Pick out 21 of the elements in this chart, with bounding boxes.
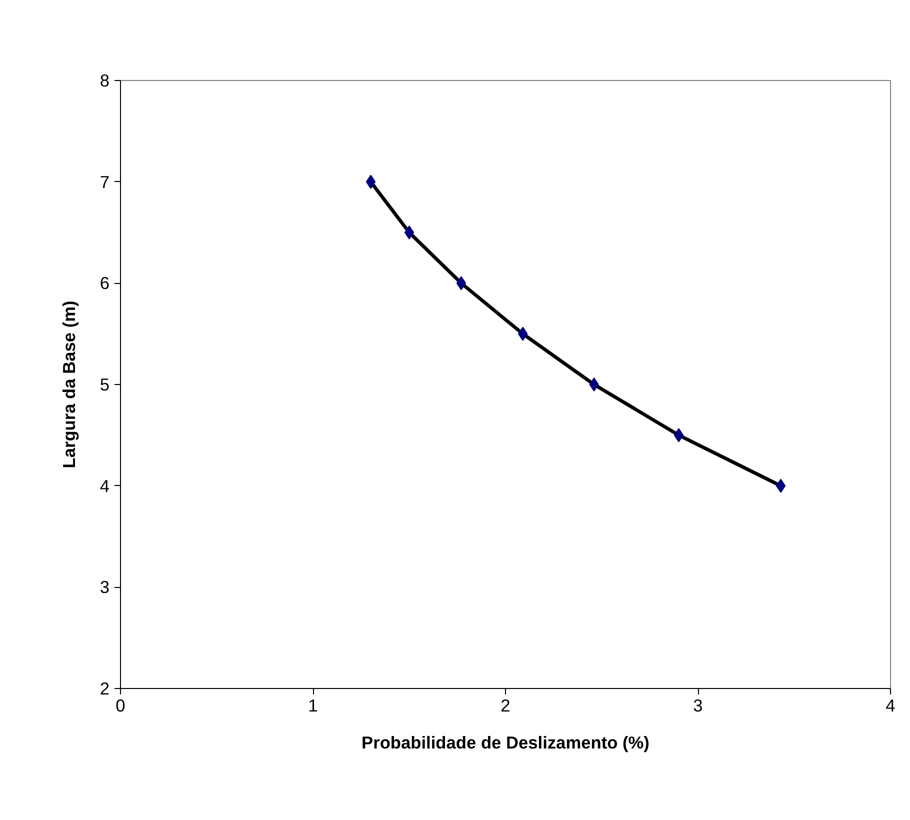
y-axis-title: Largura da Base (m) bbox=[58, 300, 79, 468]
y-tick-label: 2 bbox=[100, 678, 110, 698]
x-tick-label: 2 bbox=[500, 696, 510, 716]
point bbox=[589, 378, 599, 392]
point bbox=[518, 326, 528, 341]
y-tick-label: 3 bbox=[100, 577, 110, 598]
x-tick-label: 0 bbox=[116, 696, 126, 716]
x-tick-label: 4 bbox=[886, 696, 896, 716]
y-tick-label: 5 bbox=[100, 374, 110, 394]
y-tick-label: 4 bbox=[100, 476, 110, 496]
point bbox=[366, 174, 376, 189]
y-tick-label: 6 bbox=[100, 273, 110, 294]
point bbox=[776, 478, 786, 493]
point bbox=[674, 428, 684, 442]
point bbox=[456, 276, 466, 290]
point bbox=[404, 226, 414, 240]
y-tick-label: 8 bbox=[100, 70, 110, 90]
x-tick-label: 3 bbox=[693, 696, 703, 716]
y-tick-label: 7 bbox=[100, 172, 110, 192]
x-axis-title: Probabilidade de Deslizamento (%) bbox=[362, 732, 650, 752]
x-tick-label: 1 bbox=[308, 696, 318, 716]
